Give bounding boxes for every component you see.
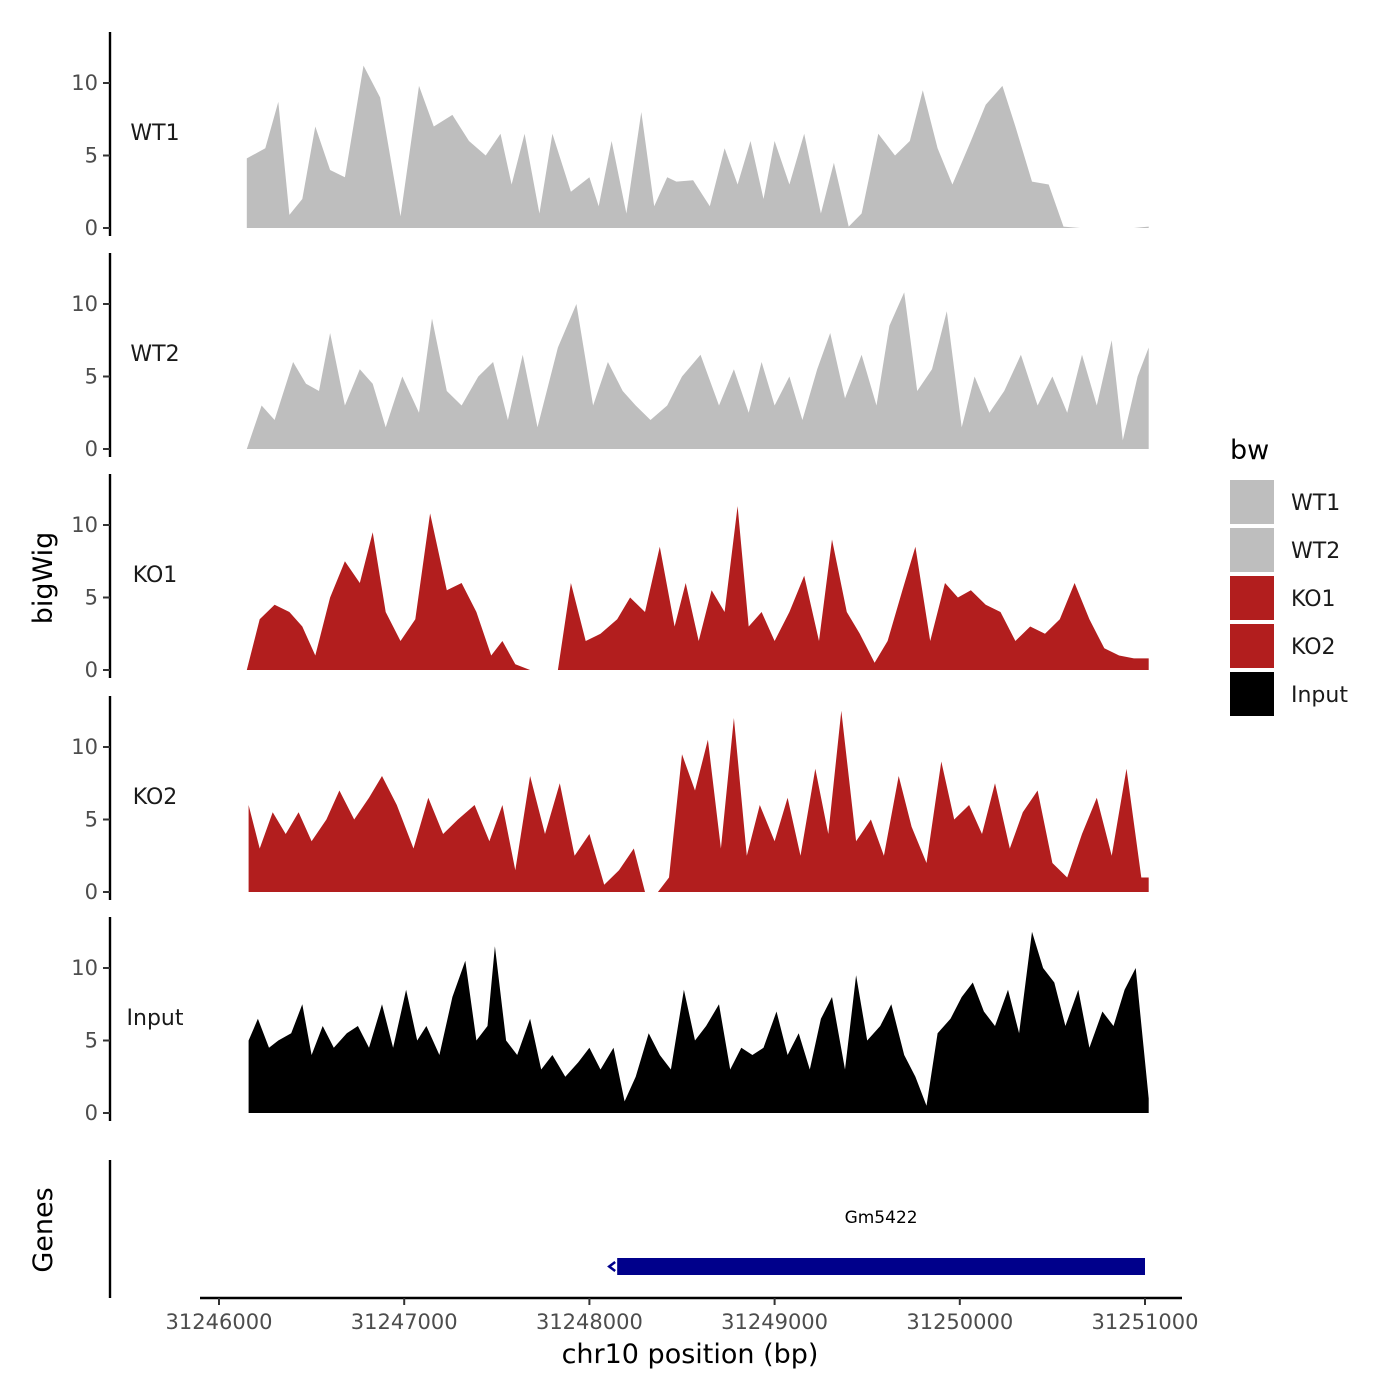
y-tick-label: 0 (85, 1101, 98, 1125)
y-tick-label: 5 (85, 365, 98, 389)
area-input (248, 931, 1149, 1113)
y-tick-label: 0 (85, 437, 98, 461)
genes-panel: Gm5422 (108, 1160, 1145, 1298)
legend-label-wt1: WT1 (1291, 491, 1340, 516)
legend-label-ko2: KO2 (1291, 635, 1336, 660)
y-tick-label: 5 (85, 808, 98, 832)
area-wt2 (246, 292, 1149, 449)
y-tick-label: 0 (85, 880, 98, 904)
area-wt1 (246, 65, 1149, 228)
x-axis: 31246000 31247000 31248000 31249000 31250000… (166, 1296, 1199, 1334)
x-tick-label: 31248000 (536, 1310, 643, 1334)
y-axis-title: bigWig (28, 532, 59, 625)
legend-swatch-ko2 (1230, 624, 1274, 668)
x-tick-label: 31249000 (721, 1310, 828, 1334)
strand-arrow-icon (607, 1261, 616, 1272)
y-tick-label: 10 (71, 513, 98, 537)
y-tick-label: 0 (85, 658, 98, 682)
track-label-wt2: WT2 (130, 342, 179, 367)
y-tick-label: 10 (71, 956, 98, 980)
track-label-wt1: WT1 (130, 121, 179, 146)
gene-bar-gm5422 (617, 1258, 1145, 1275)
track-ko2: 0 5 10 KO2 (71, 696, 1149, 904)
genes-axis-title: Genes (28, 1187, 59, 1272)
track-label-ko2: KO2 (133, 785, 178, 810)
legend: bw WT1 WT2 KO1 KO2 Input (1230, 435, 1348, 716)
legend-title: bw (1230, 435, 1269, 466)
y-tick-label: 10 (71, 292, 98, 316)
y-tick-label: 5 (85, 1029, 98, 1053)
legend-swatch-wt1 (1230, 480, 1274, 524)
area-ko1 (246, 506, 1149, 670)
x-tick-label: 31251000 (1092, 1310, 1199, 1334)
legend-label-wt2: WT2 (1291, 539, 1340, 564)
x-tick-label: 31246000 (166, 1310, 273, 1334)
track-ko1: 0 5 10 KO1 (71, 474, 1149, 682)
track-label-input: Input (127, 1006, 184, 1031)
y-tick-label: 5 (85, 586, 98, 610)
y-tick-label: 0 (85, 216, 98, 240)
track-input: 0 5 10 Input (71, 917, 1149, 1125)
y-tick-label: 10 (71, 735, 98, 759)
x-axis-title: chr10 position (bp) (562, 1339, 819, 1370)
x-tick-label: 31247000 (351, 1310, 458, 1334)
legend-label-ko1: KO1 (1291, 587, 1336, 612)
y-tick-label: 5 (85, 144, 98, 168)
y-tick-label: 10 (71, 71, 98, 95)
legend-label-input: Input (1291, 683, 1348, 708)
legend-swatch-ko1 (1230, 576, 1274, 620)
legend-swatch-input (1230, 672, 1274, 716)
track-label-ko1: KO1 (133, 563, 178, 588)
track-wt2: 0 5 10 WT2 (71, 253, 1149, 461)
gene-label: Gm5422 (845, 1208, 918, 1228)
bigwig-tracks: 0 5 10 WT1 0 5 10 WT2 0 5 10 KO1 0 5 10 KO2 0 5 10 Input (71, 32, 1149, 1125)
area-ko2 (248, 710, 1149, 892)
legend-swatch-wt2 (1230, 528, 1274, 572)
x-tick-label: 31250000 (906, 1310, 1013, 1334)
track-wt1: 0 5 10 WT1 (71, 32, 1149, 240)
